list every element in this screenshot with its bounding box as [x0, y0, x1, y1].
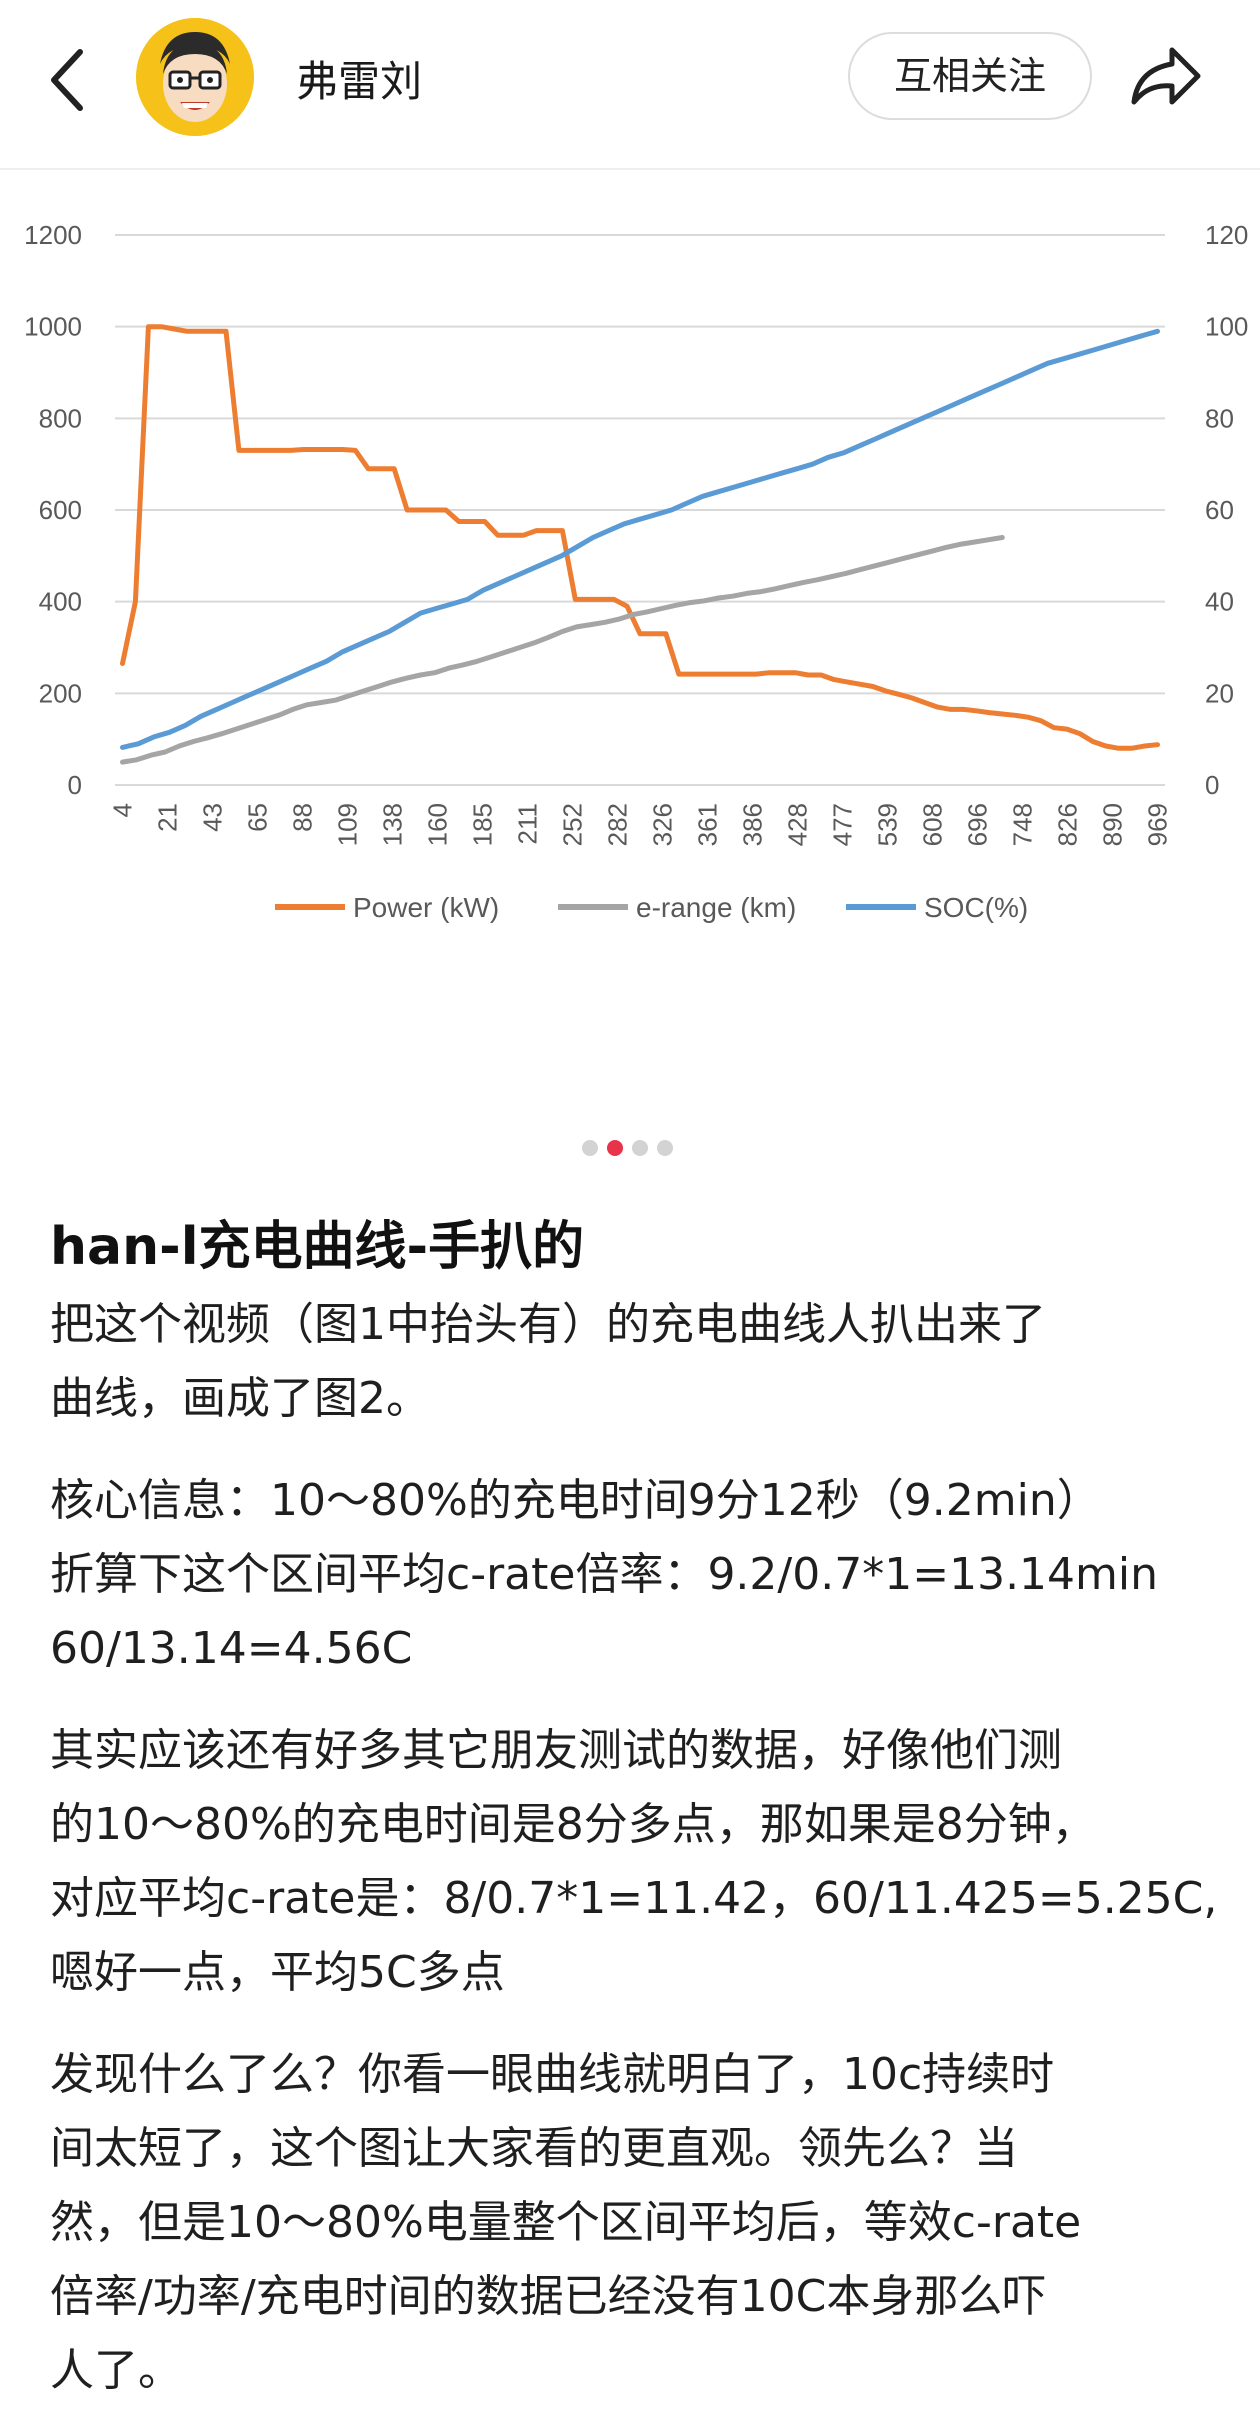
- post-paragraph: 核心信息：10～80%的充电时间9分12秒（9.2min） 折算下这个区间平均c…: [50, 1475, 1159, 1674]
- x-tick-label: 21: [153, 803, 183, 832]
- carousel-indicator: [582, 1140, 673, 1158]
- x-tick-label: 826: [1053, 803, 1083, 846]
- series-line: [120, 324, 1160, 751]
- post-paragraph: 发现什么了么？你看一眼曲线就明白了，10c持续时 间太短了，这个图让大家看的更直…: [50, 2049, 1082, 2396]
- carousel-dot: [657, 1140, 673, 1156]
- y-left-tick-label: 600: [39, 495, 82, 525]
- charging-curve-chart: 0 200 400 600 800 1000 1200 0 20 40 60 80 100 120 4 21 4…: [24, 220, 1248, 923]
- x-tick-label: 88: [288, 803, 318, 832]
- x-tick-label: 109: [333, 803, 363, 846]
- x-tick-label: 539: [873, 803, 903, 846]
- y-right-tick-label: 0: [1205, 770, 1219, 800]
- share-arrow-icon: [1131, 47, 1201, 105]
- y-right-tick-label: 100: [1205, 312, 1248, 342]
- legend-label: e-range (km): [636, 892, 796, 923]
- series-line: [120, 328, 1160, 750]
- y-left-tick-label: 0: [68, 770, 82, 800]
- x-tick-label: 282: [603, 803, 633, 846]
- y-left-tick-label: 200: [39, 678, 82, 708]
- username[interactable]: 弗雷刘: [296, 57, 423, 106]
- x-tick-label: 185: [468, 803, 498, 846]
- avatar-face-icon: [136, 18, 254, 136]
- x-tick-label: 160: [423, 803, 453, 846]
- legend-label: Power (kW): [353, 892, 499, 923]
- x-tick-label: 211: [513, 803, 543, 844]
- top-bar: 弗雷刘 互相关注: [0, 0, 1260, 170]
- x-tick-label: 477: [828, 803, 858, 846]
- follow-button[interactable]: 互相关注: [848, 32, 1092, 120]
- post-paragraph: 其实应该还有好多其它朋友测试的数据，好像他们测 的10～80%的充电时间是8分多…: [50, 1725, 1218, 1998]
- post-title: han-l充电曲线-手扒的: [50, 1217, 585, 1277]
- x-tick-label: 138: [378, 803, 408, 846]
- y-left-tick-label: 400: [39, 587, 82, 617]
- x-tick-label: 608: [918, 803, 948, 846]
- x-tick-label: 43: [198, 803, 228, 832]
- x-tick-label: 361: [693, 803, 723, 846]
- y-left-tick-label: 1200: [24, 220, 82, 250]
- x-tick-label: 428: [783, 803, 813, 846]
- y-right-tick-label: 120: [1205, 220, 1248, 250]
- x-tick-label: 4: [108, 803, 138, 817]
- x-tick-label: 252: [558, 803, 588, 846]
- x-tick-label: 326: [648, 803, 678, 846]
- y-right-tick-label: 80: [1205, 403, 1234, 433]
- carousel-dot: [607, 1140, 623, 1156]
- series-line: [120, 535, 1005, 765]
- x-tick-label: 65: [243, 803, 273, 832]
- back-button[interactable]: [40, 40, 100, 120]
- y-right-tick-label: 40: [1205, 587, 1234, 617]
- y-left-tick-label: 1000: [24, 312, 82, 342]
- avatar[interactable]: [136, 18, 254, 136]
- carousel-dot: [632, 1140, 648, 1156]
- y-right-tick-label: 20: [1205, 678, 1234, 708]
- x-tick-label: 696: [963, 803, 993, 846]
- post-paragraph: 把这个视频（图1中抬头有）的充电曲线人扒出来了 曲线，画成了图2。: [50, 1299, 1046, 1424]
- share-button[interactable]: [1126, 40, 1204, 116]
- post-body: 把这个视频（图1中抬头有）的充电曲线人扒出来了 曲线，画成了图2。 核心信息：1…: [50, 1288, 1220, 2436]
- post-image-chart[interactable]: 0 200 400 600 800 1000 1200 0 20 40 60 80 100 120 4 21 4…: [0, 190, 1260, 970]
- carousel-dot: [582, 1140, 598, 1156]
- x-tick-label: 890: [1098, 803, 1128, 846]
- y-right-tick-label: 60: [1205, 495, 1234, 525]
- x-tick-label: 748: [1008, 803, 1038, 846]
- legend-label: SOC(%): [924, 892, 1028, 923]
- y-left-tick-label: 800: [39, 403, 82, 433]
- x-tick-label: 386: [738, 803, 768, 846]
- x-tick-label: 969: [1143, 803, 1173, 846]
- back-arrow-icon: [51, 49, 83, 111]
